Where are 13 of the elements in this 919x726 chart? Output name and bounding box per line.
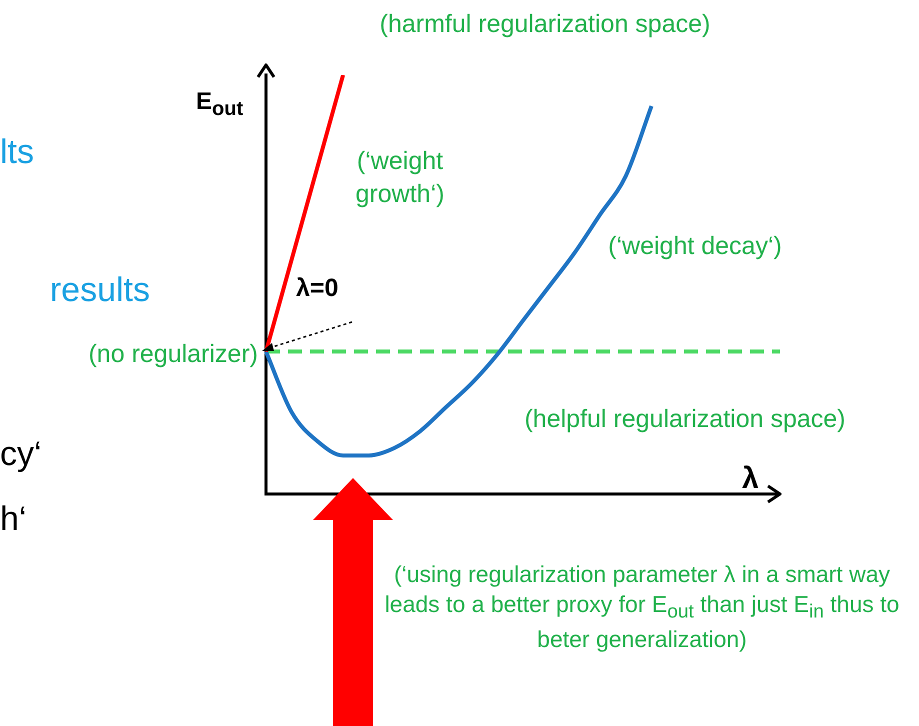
text: (‘using regularization parameter λ in a smart way leads to a better proxy for E$_{out}$ than just E$_{in}$ thus to beter generalization) <box>384 561 900 652</box>
text: cy‘ <box>0 434 43 475</box>
y-axis-title: E$_{out}$ <box>196 88 244 121</box>
text: (harmful regularization space) <box>378 9 712 40</box>
text: results <box>48 270 150 311</box>
x-axis-title: λ <box>742 462 759 496</box>
text: lts <box>0 132 35 173</box>
text: h‘ <box>0 499 28 540</box>
annotation: (‘weight decay‘) <box>607 231 783 262</box>
annotation: λ=0 <box>296 273 340 304</box>
text: (no regularizer) <box>87 339 258 370</box>
annotation: (helpful regularization space) <box>523 404 846 435</box>
annotation: (‘weight growth‘) <box>354 146 446 210</box>
